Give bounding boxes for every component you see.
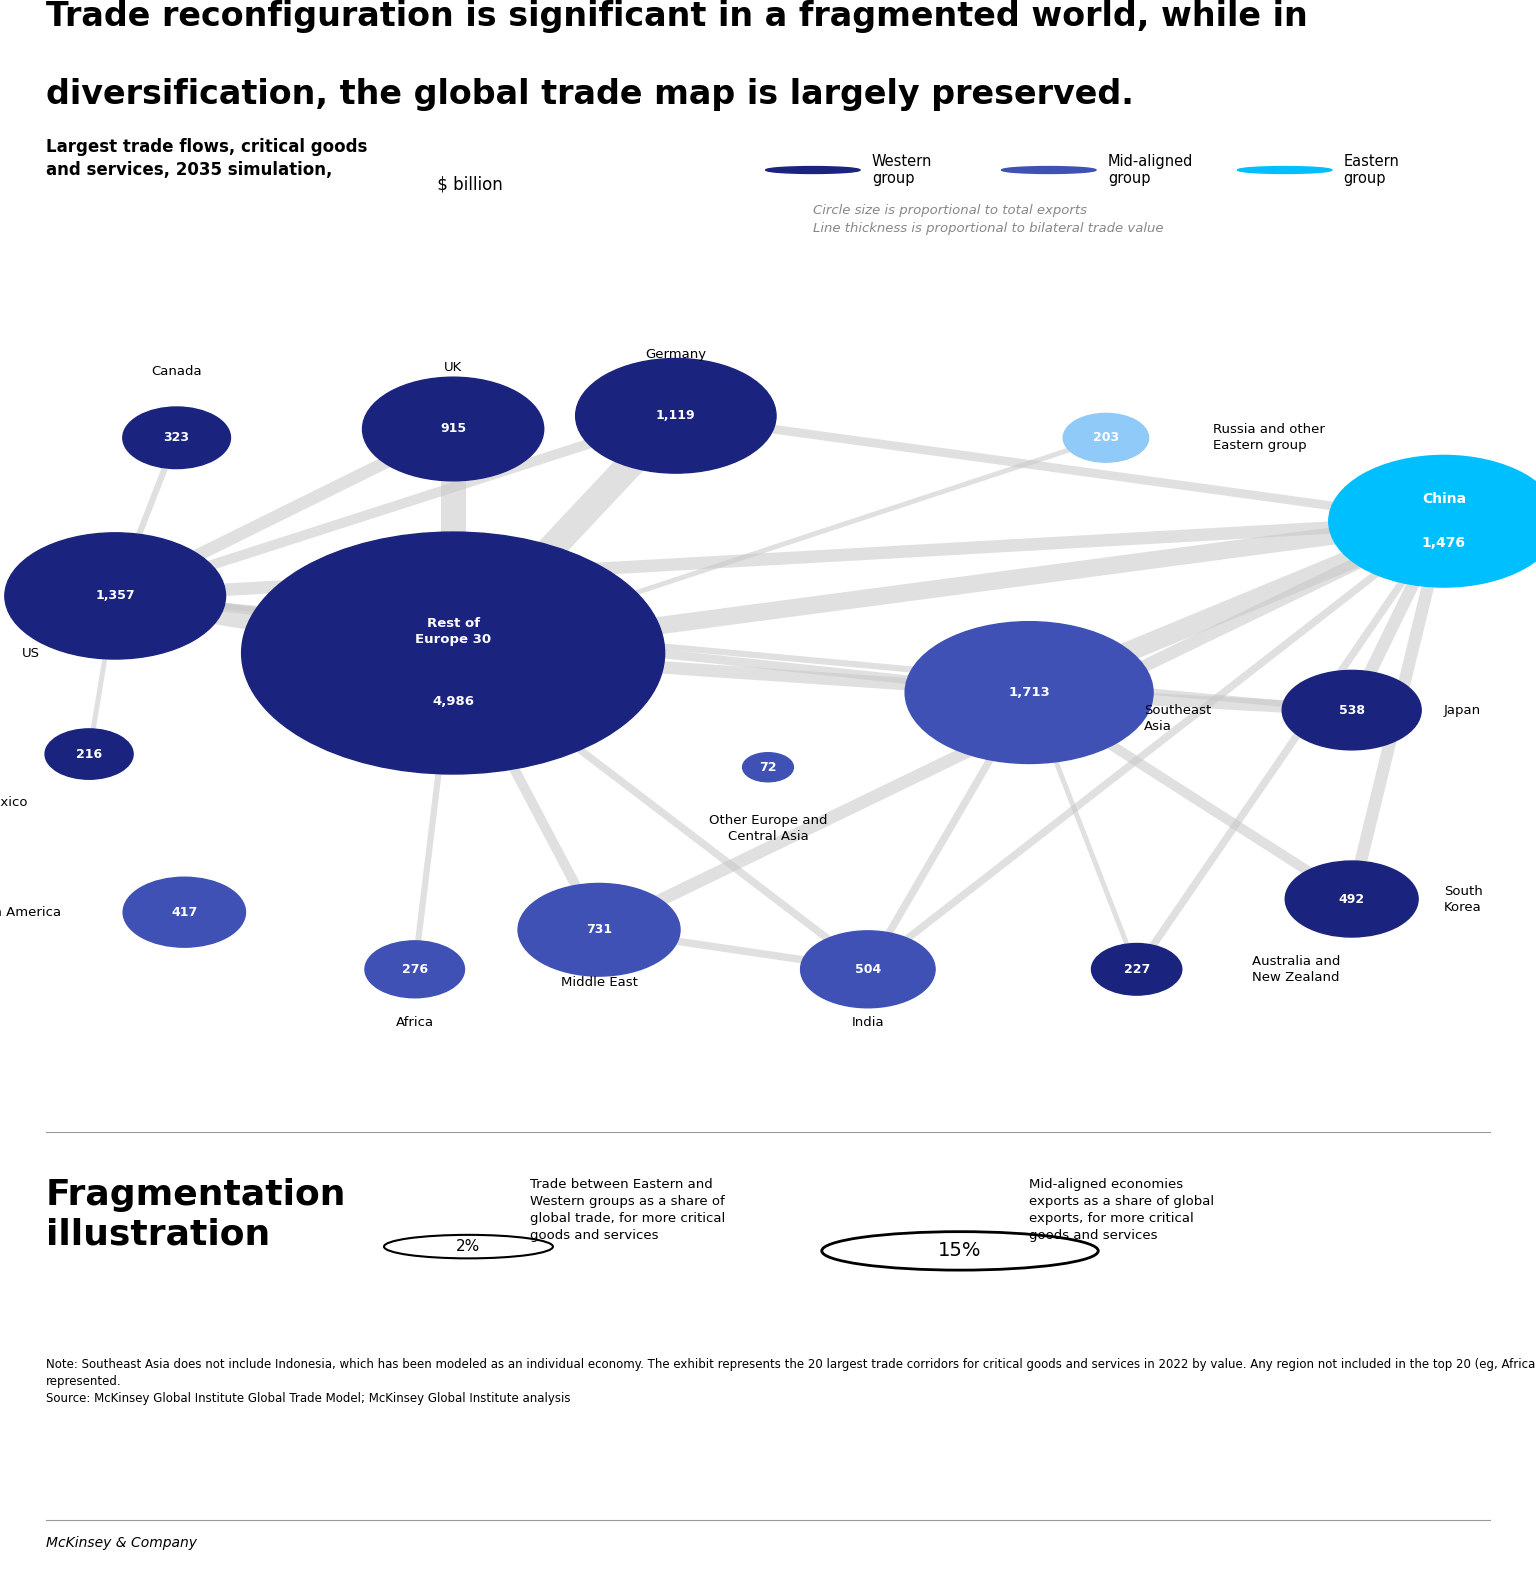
Text: 276: 276 [401, 962, 429, 975]
Text: diversification, the global trade map is largely preserved.: diversification, the global trade map is… [46, 78, 1134, 111]
Text: McKinsey & Company: McKinsey & Company [46, 1536, 197, 1550]
Text: 417: 417 [170, 905, 198, 918]
Text: Southeast
Asia: Southeast Asia [1144, 704, 1212, 733]
Text: Circle size is proportional to total exports
Line thickness is proportional to b: Circle size is proportional to total exp… [813, 204, 1163, 234]
Circle shape [1283, 670, 1421, 750]
Text: Germany: Germany [645, 348, 707, 361]
Text: Eastern
group: Eastern group [1344, 154, 1399, 187]
Circle shape [576, 358, 776, 473]
Text: 15%: 15% [938, 1241, 982, 1260]
Text: 227: 227 [1123, 962, 1150, 975]
Circle shape [1092, 943, 1181, 996]
Text: 4,986: 4,986 [432, 695, 475, 708]
Text: Australia and
New Zealand: Australia and New Zealand [1252, 955, 1341, 983]
Circle shape [1238, 166, 1332, 174]
Text: Latin America: Latin America [0, 905, 61, 918]
Text: South
Korea: South Korea [1444, 885, 1482, 913]
Text: Mexico: Mexico [0, 796, 28, 809]
Text: Africa: Africa [396, 1016, 433, 1029]
Text: Middle East: Middle East [561, 977, 637, 989]
Text: 1,119: 1,119 [656, 410, 696, 423]
Text: 203: 203 [1092, 431, 1120, 445]
Circle shape [1063, 413, 1149, 462]
Circle shape [123, 407, 230, 469]
Text: 216: 216 [75, 747, 103, 760]
Text: 538: 538 [1339, 703, 1364, 717]
Text: 1,357: 1,357 [95, 589, 135, 603]
Circle shape [241, 532, 665, 774]
Circle shape [742, 752, 794, 782]
Circle shape [905, 622, 1154, 763]
Text: China: China [1422, 492, 1465, 507]
Text: Canada: Canada [152, 366, 201, 378]
Text: Trade between Eastern and
Western groups as a share of
global trade, for more cr: Trade between Eastern and Western groups… [530, 1178, 725, 1243]
Text: 1,713: 1,713 [1008, 685, 1051, 700]
Text: Mid-aligned economies
exports as a share of global
exports, for more critical
go: Mid-aligned economies exports as a share… [1029, 1178, 1215, 1243]
Circle shape [123, 877, 246, 947]
Circle shape [518, 883, 680, 977]
Text: 72: 72 [759, 761, 777, 774]
Text: 492: 492 [1338, 893, 1366, 905]
Circle shape [800, 931, 935, 1008]
Text: 731: 731 [585, 923, 613, 936]
Text: Other Europe and
Central Asia: Other Europe and Central Asia [708, 814, 828, 844]
Text: Rest of
Europe 30: Rest of Europe 30 [415, 616, 492, 646]
Text: 2%: 2% [456, 1239, 481, 1254]
Text: US: US [22, 646, 40, 660]
Text: UK: UK [444, 361, 462, 374]
Circle shape [1286, 861, 1418, 937]
Text: Trade reconfiguration is significant in a fragmented world, while in: Trade reconfiguration is significant in … [46, 0, 1307, 33]
Text: Mid-aligned
group: Mid-aligned group [1107, 154, 1193, 187]
Text: 1,476: 1,476 [1422, 537, 1465, 551]
Circle shape [1001, 166, 1097, 174]
Text: Note: Southeast Asia does not include Indonesia, which has been modeled as an in: Note: Southeast Asia does not include In… [46, 1358, 1536, 1406]
Circle shape [362, 377, 544, 481]
Text: Japan: Japan [1444, 703, 1481, 717]
Circle shape [5, 533, 226, 659]
Circle shape [366, 940, 464, 997]
Circle shape [765, 166, 860, 174]
Text: Russia and other
Eastern group: Russia and other Eastern group [1213, 423, 1326, 453]
Text: Largest trade flows, critical goods
and services, 2035 simulation,: Largest trade flows, critical goods and … [46, 138, 367, 179]
Text: Fragmentation
illustration: Fragmentation illustration [46, 1178, 347, 1252]
Circle shape [1329, 456, 1536, 587]
Text: 915: 915 [439, 423, 467, 435]
Text: 504: 504 [854, 962, 882, 975]
Text: 323: 323 [164, 431, 189, 445]
Text: $ billion: $ billion [433, 176, 504, 193]
Text: Western
group: Western group [872, 154, 932, 187]
Text: India: India [851, 1016, 885, 1029]
Circle shape [45, 728, 134, 779]
